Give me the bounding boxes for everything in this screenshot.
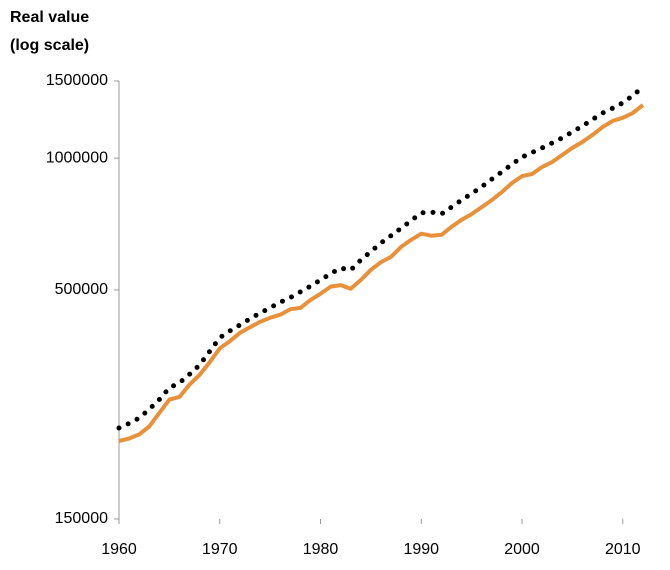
x-tick-label: 2010 xyxy=(605,541,641,558)
y-axis-title: Real value xyxy=(10,9,89,26)
y-tick-label: 1500000 xyxy=(46,72,108,89)
series-line xyxy=(116,84,646,431)
y-tick-label: 500000 xyxy=(55,281,108,298)
x-tick-label: 1990 xyxy=(403,541,439,558)
y-tick-label: 150000 xyxy=(55,510,108,527)
x-tick-label: 2000 xyxy=(504,541,540,558)
x-tick-label: 1970 xyxy=(202,541,238,558)
y-axis-title: (log scale) xyxy=(10,37,89,54)
series-line xyxy=(118,103,645,443)
x-tick-label: 1960 xyxy=(101,541,137,558)
y-tick-label: 1000000 xyxy=(46,149,108,166)
x-tick-label: 1980 xyxy=(303,541,339,558)
